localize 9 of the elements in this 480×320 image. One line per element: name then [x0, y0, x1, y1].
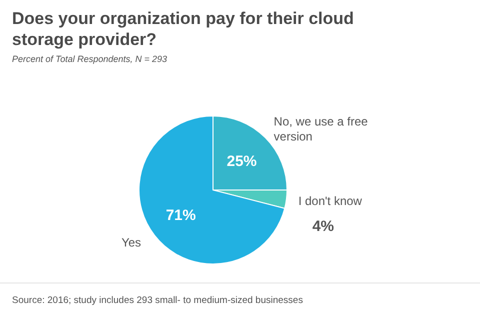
data-label: 71%: [166, 206, 196, 224]
slice-label: No, we use a free version: [274, 114, 368, 144]
source-note: Source: 2016; study includes 293 small- to medium-sized businesses: [12, 295, 304, 306]
data-label: 25%: [226, 153, 257, 170]
data-label: 4%: [312, 218, 334, 235]
chart-title: Does your organization pay for their cloud storage provider?: [12, 9, 354, 49]
slice-label: Yes: [121, 236, 142, 250]
chart-subtitle: Percent of Total Respondents, N = 293: [12, 54, 168, 64]
slice-label: I don't know: [298, 194, 362, 208]
